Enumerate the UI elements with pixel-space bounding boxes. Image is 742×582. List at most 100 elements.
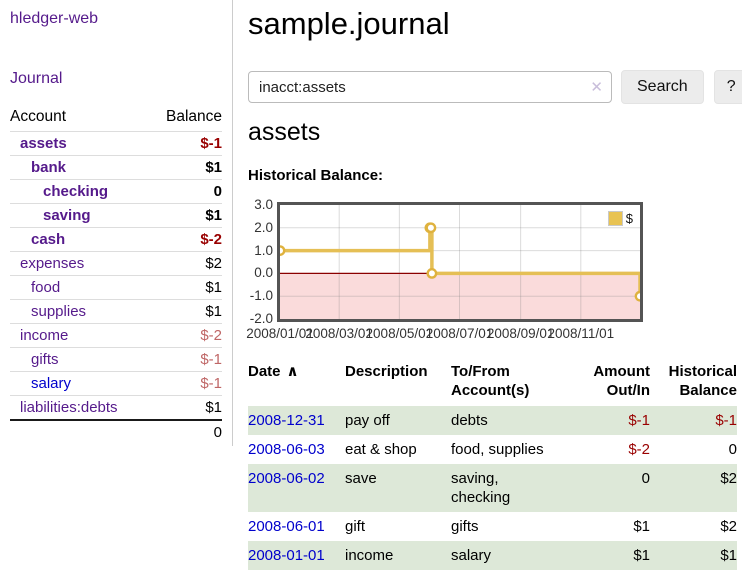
transaction-accounts: saving, checking: [451, 470, 511, 506]
transaction-accounts: debts: [451, 412, 488, 429]
account-link-salary[interactable]: salary: [31, 375, 72, 392]
transaction-date-link[interactable]: 2008-06-02: [248, 470, 325, 487]
account-balance: 0: [213, 183, 222, 200]
account-balance: $1: [205, 207, 222, 224]
clear-search-icon[interactable]: ✕: [590, 79, 603, 96]
x-axis-tick-label: 2008/07/01: [425, 326, 494, 341]
account-balance: $1: [205, 399, 222, 416]
transaction-date-link[interactable]: 2008-06-01: [248, 518, 325, 535]
account-balance: $-1: [200, 135, 222, 152]
account-row: checking 0: [10, 179, 222, 204]
search-form: ✕ Search ?: [248, 70, 742, 104]
main-content: sample.journal ✕ Search ? assets Histori…: [246, 0, 742, 582]
transaction-row: 2008-01-01 income salary $1 $1: [248, 541, 737, 570]
transaction-description: eat & shop: [345, 441, 417, 458]
y-axis-tick-label: 1.0: [254, 242, 273, 258]
transaction-amount: $-2: [628, 441, 650, 458]
transaction-balance: $-1: [715, 412, 737, 429]
transaction-balance: $2: [720, 518, 737, 535]
transaction-amount: 0: [641, 470, 650, 487]
transaction-balance: $2: [720, 470, 737, 487]
sidebar: hledger-web Journal Account Balance asse…: [0, 0, 233, 446]
accounts-table: Account Balance assets $-1 bank $1 checking 0…: [10, 104, 222, 444]
x-axis-tick-label: 2008/03/01: [305, 326, 373, 341]
transaction-balance: 0: [728, 441, 737, 458]
transaction-row: 2008-12-31 pay off debts $-1 $-1: [248, 406, 737, 435]
accounts-table-body: assets $-1 bank $1 checking 0 saving $1 cash $-2 e…: [10, 131, 222, 445]
account-balance: $1: [205, 279, 222, 296]
account-link-checking[interactable]: checking: [43, 183, 109, 200]
search-input[interactable]: [248, 71, 612, 103]
account-link-assets[interactable]: assets: [20, 135, 67, 152]
transaction-description: pay off: [345, 412, 390, 429]
chart-canvas: [280, 205, 640, 319]
account-link-liabilities-debts[interactable]: liabilities:debts: [20, 399, 118, 416]
transaction-description: income: [345, 547, 394, 564]
x-axis-tick-label: 2008/05/01: [365, 326, 434, 341]
chart-title: Historical Balance:: [248, 167, 384, 184]
sort-ascending-icon: ∧: [286, 363, 299, 380]
y-axis-tick-label: -2.0: [249, 311, 273, 326]
account-row: expenses $2: [10, 251, 222, 276]
account-link-supplies[interactable]: supplies: [31, 303, 87, 320]
legend-label: $: [625, 211, 633, 226]
account-row: bank $1: [10, 155, 222, 180]
transaction-row: 2008-06-01 gift gifts $1 $2: [248, 512, 737, 541]
account-row: liabilities:debts $1: [10, 395, 222, 421]
sidebar-item-journal[interactable]: Journal: [10, 70, 63, 87]
register-header-amount: Amount Out/In: [593, 363, 650, 399]
transaction-balance: $1: [720, 547, 737, 564]
account-link-food[interactable]: food: [31, 279, 61, 296]
x-axis-tick-label: 2008/09/01: [486, 326, 555, 341]
historical-balance-chart: 3.0 2.0 1.0 0.0 -1.0 -2.0 $ 2008/01/01 2008/03…: [246, 197, 742, 350]
transaction-accounts: salary: [451, 547, 492, 564]
page-title: sample.journal: [248, 6, 450, 41]
transaction-accounts: food, supplies: [451, 441, 544, 458]
transaction-accounts: gifts: [451, 518, 479, 535]
register-header-description: Description: [345, 363, 428, 380]
register-table-body: 2008-12-31 pay off debts $-1 $-1 2008-06-03 ea…: [248, 406, 737, 570]
transaction-row: 2008-06-02 save saving, checking 0 $2: [248, 464, 737, 512]
search-button[interactable]: Search: [621, 70, 704, 104]
account-balance: $1: [205, 159, 222, 176]
account-link-gifts[interactable]: gifts: [31, 351, 59, 368]
account-balance: $-1: [200, 375, 222, 392]
account-balance: $-2: [200, 327, 222, 344]
transaction-date-link[interactable]: 2008-06-03: [248, 441, 325, 458]
y-axis-tick-label: -1.0: [249, 288, 273, 304]
register-table: Date ∧ Description To/From Account(s) Amo…: [248, 358, 737, 570]
account-balance: $2: [205, 255, 222, 272]
transaction-amount: $1: [633, 518, 650, 535]
y-axis-tick-label: 3.0: [254, 197, 273, 212]
account-heading: assets: [248, 118, 321, 146]
account-link-income[interactable]: income: [20, 327, 69, 344]
account-row: income $-2: [10, 323, 222, 348]
account-link-bank[interactable]: bank: [31, 159, 67, 176]
register-header-balance: Historical Balance: [668, 363, 737, 399]
account-link-expenses[interactable]: expenses: [20, 255, 85, 272]
account-row: saving $1: [10, 203, 222, 228]
register-header-accounts: To/From Account(s): [451, 363, 530, 399]
transaction-amount: $1: [633, 547, 650, 564]
chart-legend: $: [605, 210, 635, 227]
accounts-total-value: 0: [213, 424, 222, 441]
transaction-date-link[interactable]: 2008-01-01: [248, 547, 325, 564]
transaction-description: save: [345, 470, 377, 487]
transaction-description: gift: [345, 518, 366, 535]
accounts-total-row: 0: [10, 420, 222, 444]
app-title-link[interactable]: hledger-web: [10, 10, 99, 27]
account-row: gifts $-1: [10, 347, 222, 372]
transaction-date-link[interactable]: 2008-12-31: [248, 412, 325, 429]
account-link-saving[interactable]: saving: [43, 207, 91, 224]
plot-area: $: [277, 202, 643, 322]
accounts-header-balance: Balance: [165, 108, 222, 125]
x-axis-tick-label: 2008/01/01: [246, 326, 314, 341]
y-axis-tick-label: 2.0: [254, 219, 273, 235]
account-balance: $1: [205, 303, 222, 320]
account-link-cash[interactable]: cash: [31, 231, 66, 248]
account-balance: $-1: [200, 351, 222, 368]
account-balance: $-2: [200, 231, 222, 248]
help-button[interactable]: ?: [713, 70, 742, 104]
register-header-date[interactable]: Date ∧: [248, 363, 299, 380]
